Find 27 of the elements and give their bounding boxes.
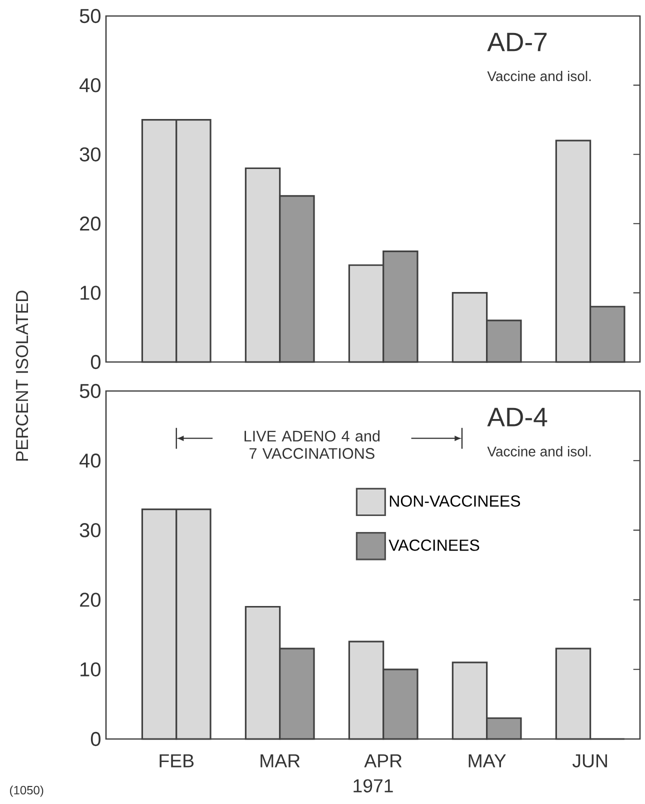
y-tick-label: 30 xyxy=(80,523,100,538)
x-axis-title: 1971 xyxy=(354,779,393,792)
x-tick-label: MAY xyxy=(468,754,506,768)
y-tick-label: 40 xyxy=(80,454,100,468)
y-axis-title: PERCENT ISOLATED xyxy=(16,290,28,461)
y-tick-label: 20 xyxy=(80,216,100,231)
y-tick-label: 10 xyxy=(80,286,100,300)
x-tick-label: JUN xyxy=(572,754,607,768)
chart-title: AD-4 xyxy=(487,408,548,426)
text: (1050) xyxy=(10,786,44,797)
legend-label: VACCINEES xyxy=(388,540,480,551)
y-tick-label: 0 xyxy=(90,732,100,746)
x-tick-label: FEB xyxy=(160,754,194,768)
y-tick-label: 50 xyxy=(80,384,100,398)
y-tick-label: 30 xyxy=(80,147,100,162)
annotation: LIVE ADENO 4 and 7 VACCINATIONS xyxy=(244,430,380,459)
y-tick-label: 10 xyxy=(80,662,100,676)
y-tick-label: 40 xyxy=(80,78,100,92)
legend-label: NON-VACCINEES xyxy=(390,495,520,507)
text: Vaccine and isol. xyxy=(487,446,591,456)
y-tick-label: 50 xyxy=(80,8,100,24)
y-tick-label: 20 xyxy=(80,592,100,607)
chart-title: AD-7 xyxy=(487,32,547,52)
text: Vaccine and isol. xyxy=(487,70,591,82)
x-tick-label: APR xyxy=(364,754,402,768)
y-tick-label: 0 xyxy=(90,354,100,370)
x-tick-label: MAR xyxy=(260,754,300,768)
